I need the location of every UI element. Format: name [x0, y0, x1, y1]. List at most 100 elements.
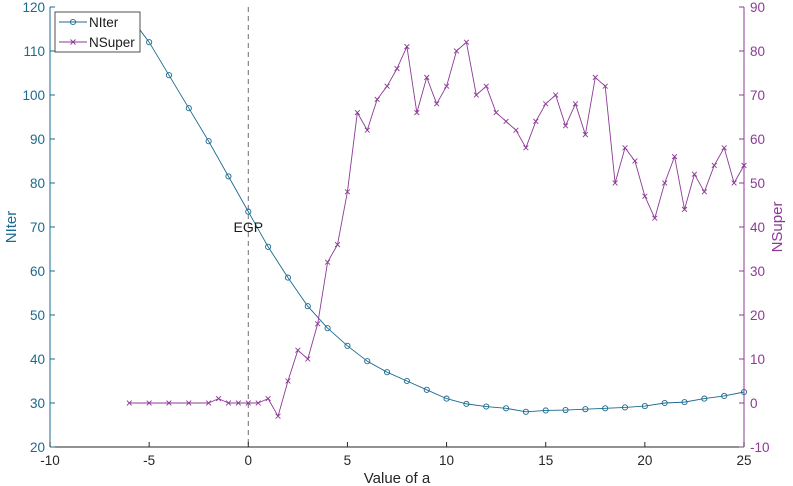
x-tick-label: 0	[245, 453, 253, 468]
data-point-niter	[721, 392, 728, 400]
data-point-niter	[423, 386, 430, 393]
data-point-niter	[165, 72, 173, 79]
axes-group	[49, 6, 745, 448]
data-point-niter	[542, 407, 549, 414]
data-point-niter	[483, 403, 490, 410]
data-point-nsuper	[652, 215, 658, 221]
data-point-nsuper	[225, 400, 232, 406]
data-point-niter	[463, 400, 470, 407]
data-point-nsuper	[632, 158, 638, 164]
data-point-nsuper	[275, 413, 281, 419]
legend-label-niter: NIter	[89, 15, 119, 30]
data-point-niter	[403, 377, 410, 385]
data-point-nsuper	[314, 321, 321, 327]
data-point-niter	[522, 408, 529, 415]
annotation-egp: EGP	[233, 219, 263, 235]
annotation-group: EGP	[233, 219, 263, 235]
y-right-tick-label: 50	[750, 176, 765, 191]
data-point-niter	[364, 358, 371, 365]
data-point-nsuper	[552, 92, 559, 98]
plot-background	[50, 7, 744, 447]
data-point-nsuper	[205, 400, 212, 406]
y-left-tick-label: 40	[30, 352, 45, 367]
data-point-nsuper	[265, 395, 271, 402]
data-point-nsuper	[731, 180, 737, 186]
data-point-nsuper	[424, 74, 430, 81]
x-axis-label: Value of a	[364, 470, 431, 486]
data-point-nsuper	[443, 83, 450, 89]
y-axis-left-label: NIter	[3, 211, 20, 244]
data-point-nsuper	[404, 43, 410, 50]
data-point-nsuper	[245, 400, 252, 406]
data-point-nsuper	[394, 65, 400, 72]
data-point-nsuper	[612, 180, 618, 186]
legend-niter-marker	[69, 18, 77, 26]
data-point-nsuper	[126, 400, 133, 406]
series-line-niter	[128, 15, 745, 413]
data-point-nsuper	[295, 347, 301, 353]
data-point-niter	[443, 395, 450, 402]
data-point-nsuper	[503, 118, 509, 125]
y-left-tick-label: 20	[30, 440, 45, 455]
data-point-niter	[344, 342, 351, 349]
data-point-nsuper	[542, 101, 549, 107]
data-point-nsuper	[483, 83, 489, 89]
legend-box	[54, 11, 141, 53]
data-point-niter	[245, 208, 252, 215]
y-right-tick-label: 20	[750, 308, 765, 323]
data-point-niter	[384, 369, 391, 376]
data-point-nsuper	[681, 206, 688, 213]
y-left-tick-label: 120	[22, 0, 45, 15]
data-point-niter	[265, 243, 272, 250]
y-right-tick-label: 70	[750, 88, 765, 103]
data-point-niter	[205, 138, 212, 145]
data-point-nsuper	[305, 356, 311, 362]
data-point-nsuper	[324, 259, 331, 265]
y-right-tick-label: 40	[750, 220, 765, 235]
data-point-nsuper	[354, 109, 361, 116]
data-point-niter	[621, 404, 629, 411]
data-point-nsuper	[334, 241, 341, 248]
data-point-nsuper	[285, 378, 291, 384]
y-right-tick-label: 90	[750, 0, 765, 15]
y-right-tick-label: 10	[750, 352, 765, 367]
data-point-niter	[185, 105, 192, 112]
y-left-tick-label: 80	[30, 176, 45, 191]
data-point-nsuper	[592, 74, 599, 81]
data-point-nsuper	[473, 92, 480, 98]
legend-label-nsuper: NSuper	[89, 35, 135, 50]
data-point-nsuper	[602, 83, 608, 89]
y-right-tick-label: 30	[750, 264, 765, 279]
data-point-nsuper	[414, 109, 420, 116]
x-tick-label: 10	[439, 453, 454, 468]
data-point-nsuper	[453, 48, 460, 54]
y-left-tick-label: 60	[30, 264, 45, 279]
data-point-nsuper	[344, 189, 351, 195]
y-axis-right-label: NSuper	[769, 202, 786, 253]
data-point-niter	[503, 405, 510, 412]
data-point-niter	[602, 405, 609, 412]
data-point-niter	[582, 406, 589, 413]
y-right-tick-label: 60	[750, 132, 765, 147]
x-tick-label: -10	[40, 453, 60, 468]
data-point-nsuper	[523, 145, 529, 151]
data-point-nsuper	[582, 131, 589, 138]
data-point-nsuper	[374, 96, 380, 103]
data-point-nsuper	[533, 118, 539, 125]
data-point-niter	[284, 274, 291, 281]
data-point-niter	[701, 395, 708, 402]
data-point-nsuper	[146, 400, 152, 406]
y-left-tick-label: 110	[23, 44, 45, 59]
data-point-nsuper	[513, 127, 519, 133]
y-right-tick-label: -10	[750, 440, 770, 455]
data-point-nsuper	[661, 180, 668, 186]
data-point-nsuper	[721, 145, 727, 151]
legend-nsuper-marker	[70, 39, 76, 45]
data-point-nsuper	[572, 101, 579, 107]
y-left-tick-label: 100	[22, 88, 45, 103]
data-point-nsuper	[235, 400, 242, 406]
y-left-tick-label: 50	[30, 308, 45, 323]
data-point-nsuper	[186, 400, 192, 406]
data-point-nsuper	[384, 83, 390, 89]
